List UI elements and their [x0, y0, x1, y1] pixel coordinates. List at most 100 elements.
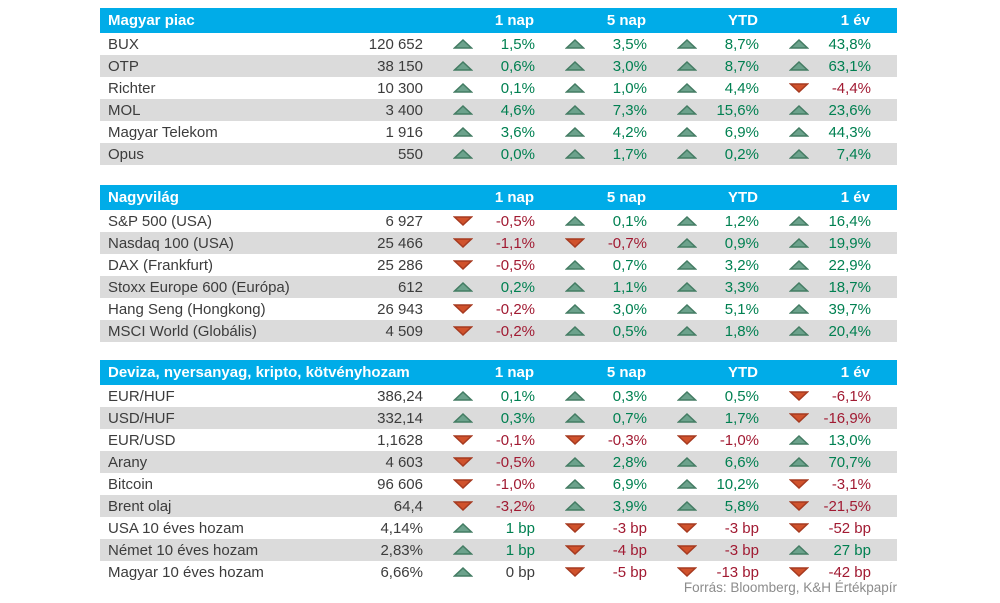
change-cell: 0,5% — [647, 385, 759, 407]
change-value: -0,3% — [607, 431, 647, 449]
table-title: Magyar piac — [100, 8, 423, 33]
change-cell: 0,5% — [535, 320, 647, 342]
down-triangle-icon — [452, 501, 474, 512]
up-triangle-icon — [564, 82, 586, 94]
change-cell: 18,7% — [759, 276, 871, 298]
change-cell: 16,4% — [759, 210, 871, 232]
change-value: 2,8% — [612, 453, 647, 471]
change-value: 27 bp — [833, 541, 871, 559]
change-value: -3,2% — [495, 497, 535, 515]
up-triangle-icon — [676, 500, 698, 512]
table-title: Deviza, nyersanyag, kripto, kötvényhozam — [100, 360, 423, 385]
change-cell: 0 bp — [423, 561, 535, 583]
change-cell: 7,3% — [535, 99, 647, 121]
change-cell: -3 bp — [535, 517, 647, 539]
row-spacer — [871, 495, 897, 517]
change-value: 1,7% — [612, 145, 647, 163]
up-triangle-icon — [788, 281, 810, 293]
up-triangle-icon — [676, 38, 698, 50]
change-cell: 0,1% — [423, 385, 535, 407]
change-cell: 1,5% — [423, 33, 535, 55]
change-cell: -42 bp — [759, 561, 871, 583]
instrument-value: 4 603 — [325, 451, 423, 473]
header-spacer — [871, 185, 897, 210]
change-cell: -16,9% — [759, 407, 871, 429]
change-value: 0,0% — [500, 145, 535, 163]
change-value: 3,5% — [612, 35, 647, 53]
change-value: 3,6% — [500, 123, 535, 141]
change-cell: 0,3% — [535, 385, 647, 407]
table-row: Nasdaq 100 (USA) 25 466 -1,1% -0,7% 0,9% 19,9… — [100, 232, 897, 254]
tables-container: Magyar piac 1 nap 5 nap YTD 1 év BUX 120 652 1,… — [100, 8, 897, 583]
change-value: 0,3% — [500, 409, 535, 427]
change-value: -1,1% — [495, 234, 535, 252]
change-cell: 1,8% — [647, 320, 759, 342]
instrument-name: MOL — [100, 99, 325, 121]
up-triangle-icon — [452, 412, 474, 424]
change-cell: -6,1% — [759, 385, 871, 407]
table-row: BUX 120 652 1,5% 3,5% 8,7% 43,8% — [100, 33, 897, 55]
change-cell: 2,8% — [535, 451, 647, 473]
change-cell: 3,3% — [647, 276, 759, 298]
change-cell: 3,0% — [535, 298, 647, 320]
change-value: 43,8% — [828, 35, 871, 53]
table-title: Nagyvilág — [100, 185, 423, 210]
instrument-name: Hang Seng (Hongkong) — [108, 300, 266, 318]
instrument-name: Arany — [100, 451, 325, 473]
change-value: -42 bp — [828, 563, 871, 581]
change-value: -3 bp — [724, 541, 759, 559]
up-triangle-icon — [676, 126, 698, 138]
change-cell: 4,6% — [423, 99, 535, 121]
row-spacer — [871, 232, 897, 254]
up-triangle-icon — [452, 38, 474, 50]
table-row: Magyar Telekom 1 916 3,6% 4,2% 6,9% 44,3% — [100, 121, 897, 143]
change-cell: 6,9% — [647, 121, 759, 143]
change-value: 0 bp — [505, 563, 535, 581]
change-value: 3,0% — [612, 300, 647, 318]
instrument-name: S&P 500 (USA) — [108, 212, 212, 230]
up-triangle-icon — [452, 522, 474, 534]
change-cell: 3,6% — [423, 121, 535, 143]
change-value: 6,9% — [724, 123, 759, 141]
change-value: 1 bp — [505, 519, 535, 537]
down-triangle-icon — [452, 238, 474, 249]
change-value: 3,0% — [612, 57, 647, 75]
change-value: -3 bp — [612, 519, 647, 537]
market-report: Magyar piac 1 nap 5 nap YTD 1 év BUX 120 652 1,… — [100, 8, 897, 595]
market-table: Magyar piac 1 nap 5 nap YTD 1 év BUX 120 652 1,… — [100, 8, 897, 165]
up-triangle-icon — [564, 60, 586, 72]
change-cell: 5,1% — [647, 298, 759, 320]
up-triangle-icon — [564, 456, 586, 468]
change-cell: -5 bp — [535, 561, 647, 583]
instrument-name: DAX (Frankfurt) — [108, 256, 214, 274]
down-triangle-icon — [452, 479, 474, 490]
up-triangle-icon — [676, 215, 698, 227]
up-triangle-icon — [452, 148, 474, 160]
row-spacer — [871, 385, 897, 407]
change-cell: -3 bp — [647, 539, 759, 561]
row-spacer — [871, 55, 897, 77]
up-triangle-icon — [452, 566, 474, 578]
instrument-value: 550 — [325, 143, 423, 165]
up-triangle-icon — [788, 544, 810, 556]
row-spacer — [871, 429, 897, 451]
change-value: 1,5% — [500, 35, 535, 53]
up-triangle-icon — [676, 148, 698, 160]
change-cell: 43,8% — [759, 33, 871, 55]
change-value: 13,0% — [828, 431, 871, 449]
instrument-value: 38 150 — [325, 55, 423, 77]
change-cell: 4,4% — [647, 77, 759, 99]
column-header: 1 év — [759, 360, 871, 385]
change-cell: -3,1% — [759, 473, 871, 495]
up-triangle-icon — [564, 412, 586, 424]
instrument-value: 2,83% — [325, 539, 423, 561]
column-header: 5 nap — [535, 8, 647, 33]
change-value: 0,2% — [500, 278, 535, 296]
change-value: 0,7% — [612, 409, 647, 427]
change-cell: -0,7% — [535, 232, 647, 254]
change-value: 6,9% — [612, 475, 647, 493]
up-triangle-icon — [452, 60, 474, 72]
change-value: 5,1% — [724, 300, 759, 318]
change-cell: 3,0% — [535, 55, 647, 77]
instrument-name: Richter — [108, 79, 156, 97]
